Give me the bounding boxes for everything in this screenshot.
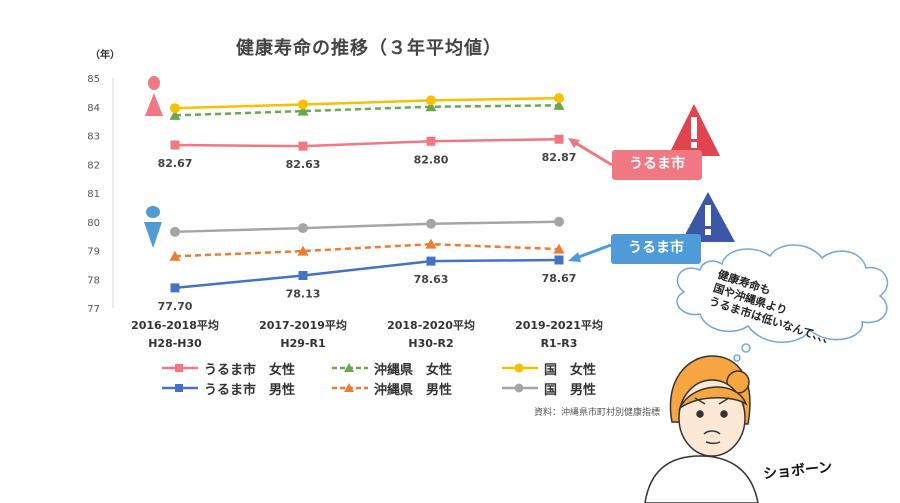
legend-label: 国 男性 bbox=[544, 382, 597, 398]
x-tick-label: 2019-2021平均 R1-R3 bbox=[489, 317, 629, 353]
data-point bbox=[297, 245, 309, 256]
x-tick-label: 2016-2018平均 H28-H30 bbox=[105, 317, 245, 353]
legend-swatch bbox=[332, 363, 368, 372]
y-axis-unit: （年） bbox=[90, 50, 120, 61]
x-tick-main: 2018-2020平均 bbox=[387, 319, 475, 332]
callout-uruma-female: うるま市 bbox=[612, 150, 702, 180]
data-label: 82.67 bbox=[158, 157, 193, 170]
chart-series bbox=[169, 93, 565, 293]
thought-bubble-icon bbox=[676, 244, 889, 362]
data-label: 78.67 bbox=[542, 272, 577, 285]
data-point bbox=[298, 99, 308, 110]
series-line bbox=[174, 220, 560, 234]
data-point bbox=[426, 256, 436, 266]
data-point bbox=[169, 250, 181, 261]
legend-swatch bbox=[162, 364, 198, 372]
y-tick-label: 78 bbox=[87, 275, 100, 286]
legend-label: 沖縄県 男性 bbox=[374, 382, 453, 398]
x-tick-sub: H29-R1 bbox=[280, 337, 326, 350]
legend-item: うるま市 女性 bbox=[160, 359, 330, 378]
x-tick-sub: H28-H30 bbox=[148, 337, 202, 350]
legend-item: 国 女性 bbox=[500, 359, 670, 378]
data-point bbox=[170, 140, 180, 150]
legend-label: うるま市 女性 bbox=[204, 362, 296, 378]
legend-item: 沖縄県 男性 bbox=[330, 379, 500, 398]
data-point bbox=[426, 136, 436, 146]
data-point bbox=[426, 95, 436, 106]
series-line bbox=[174, 258, 560, 290]
legend-swatch bbox=[502, 383, 538, 393]
sad-girl-icon bbox=[644, 355, 759, 503]
y-tick-label: 82 bbox=[87, 160, 100, 171]
data-point bbox=[170, 226, 180, 237]
data-point bbox=[553, 243, 565, 254]
y-tick-label: 83 bbox=[87, 132, 100, 143]
y-tick-label: 77 bbox=[87, 304, 100, 315]
legend-swatch bbox=[162, 384, 198, 392]
data-point bbox=[425, 101, 437, 112]
male-icon bbox=[144, 206, 162, 248]
legend-label: 沖縄県 女性 bbox=[374, 362, 453, 378]
series-line bbox=[174, 242, 560, 258]
legend-item: 国 男性 bbox=[500, 379, 670, 398]
data-point bbox=[169, 109, 181, 120]
y-axis-ticks: 77 78 79 80 81 82 83 84 85 bbox=[87, 74, 100, 315]
warning-blue-icon bbox=[681, 192, 735, 242]
chart-legend: うるま市 女性 沖縄県 女性 国 女性 うるま市 男性 沖縄県 男性 国 男性 bbox=[160, 358, 670, 398]
source-note: 資料：沖縄県市町村別健康指標 bbox=[534, 408, 661, 418]
chart-title: 健康寿命の推移（３年平均値） bbox=[236, 38, 502, 59]
data-label: 77.70 bbox=[158, 300, 193, 313]
data-point bbox=[554, 216, 564, 227]
data-label: 82.87 bbox=[542, 151, 577, 164]
data-label: 78.63 bbox=[414, 273, 449, 286]
warning-red-icon bbox=[668, 104, 720, 156]
female-icon bbox=[145, 76, 163, 116]
y-tick-label: 81 bbox=[87, 189, 100, 200]
x-tick-main: 2016-2018平均 bbox=[131, 319, 219, 332]
series-line bbox=[174, 137, 560, 148]
y-tick-label: 80 bbox=[87, 218, 100, 229]
data-point bbox=[297, 105, 309, 116]
data-point bbox=[170, 283, 180, 293]
x-tick-main: 2019-2021平均 bbox=[515, 319, 603, 332]
x-tick-label: 2018-2020平均 H30-R2 bbox=[361, 317, 501, 353]
y-tick-label: 84 bbox=[87, 103, 100, 114]
legend-item: うるま市 男性 bbox=[160, 379, 330, 398]
data-point bbox=[426, 218, 436, 229]
data-label: 78.13 bbox=[286, 288, 321, 301]
legend-label: 国 女性 bbox=[544, 362, 597, 378]
data-point bbox=[298, 141, 308, 151]
x-tick-label: 2017-2019平均 H29-R1 bbox=[233, 317, 373, 353]
legend-label: うるま市 男性 bbox=[204, 382, 296, 398]
data-point bbox=[425, 238, 437, 249]
legend-swatch bbox=[332, 383, 368, 392]
x-tick-main: 2017-2019平均 bbox=[259, 319, 347, 332]
legend-swatch bbox=[502, 363, 538, 373]
series-line bbox=[174, 104, 560, 117]
data-point bbox=[554, 93, 564, 104]
data-point bbox=[298, 271, 308, 281]
legend-item: 沖縄県 女性 bbox=[330, 359, 500, 378]
y-tick-label: 79 bbox=[87, 247, 100, 258]
data-point bbox=[554, 255, 564, 265]
y-tick-label: 85 bbox=[87, 74, 100, 85]
data-point bbox=[170, 103, 180, 114]
x-tick-sub: R1-R3 bbox=[540, 337, 578, 350]
callout-uruma-male: うるま市 bbox=[611, 234, 701, 264]
data-label: 82.80 bbox=[414, 153, 449, 166]
callout-arrow-pink bbox=[568, 138, 613, 167]
x-tick-sub: H30-R2 bbox=[408, 337, 454, 350]
data-point bbox=[553, 99, 565, 110]
data-label: 82.63 bbox=[286, 158, 321, 171]
series-line bbox=[174, 96, 560, 110]
data-point bbox=[554, 134, 564, 144]
callout-arrow-blue bbox=[568, 243, 612, 262]
data-point bbox=[298, 223, 308, 234]
data-labels: 82.67 82.63 82.80 82.87 77.70 78.13 78.63 78.67 bbox=[158, 151, 577, 313]
